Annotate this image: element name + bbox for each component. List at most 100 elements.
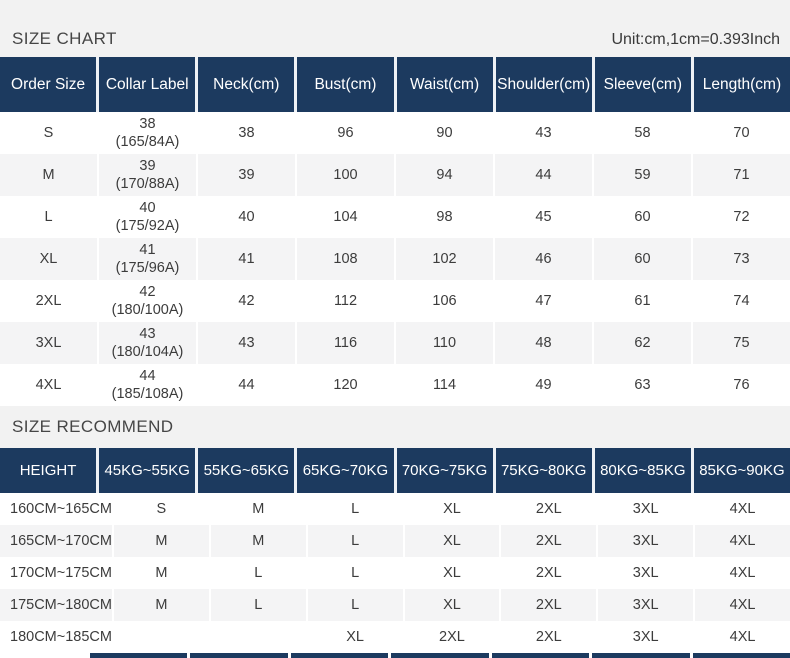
recommended-size-cell: 2XL	[499, 557, 596, 589]
collar-note: (180/104A)	[111, 344, 184, 360]
waist-cell: 106	[394, 280, 493, 322]
waist-cell: 110	[394, 322, 493, 364]
cutoff-header-segment	[692, 653, 790, 658]
waist-cell: 98	[394, 196, 493, 238]
shoulder-cell: 49	[493, 364, 592, 406]
column-header: Shoulder(cm)	[495, 57, 592, 112]
cutoff-header-segment	[592, 653, 690, 658]
length-cell: 71	[691, 154, 790, 196]
sleeve-cell: 62	[592, 322, 691, 364]
waist-cell: 102	[394, 238, 493, 280]
length-cell: 73	[691, 238, 790, 280]
size-chart-table: Order Size Collar Label Neck(cm) Bust(cm) Wa…	[0, 57, 790, 406]
column-header: 45KG~55KG	[99, 448, 196, 493]
collar-number: 43	[139, 326, 156, 342]
order-size-cell: 2XL	[35, 293, 62, 309]
sleeve-cell: 58	[592, 112, 691, 154]
column-header: 80KG~85KG	[594, 448, 691, 493]
sleeve-cell: 61	[592, 280, 691, 322]
column-header: Sleeve(cm)	[594, 57, 691, 112]
column-header: Length(cm)	[693, 57, 790, 112]
bust-cell: 112	[295, 280, 394, 322]
bust-cell: 108	[295, 238, 394, 280]
height-cell: 160CM~165CM	[10, 501, 112, 517]
neck-cell: 39	[196, 154, 295, 196]
shoulder-cell: 43	[493, 112, 592, 154]
recommended-size-cell: 2XL	[499, 621, 596, 653]
shoulder-cell: 46	[493, 238, 592, 280]
cutoff-header-segment	[491, 653, 590, 658]
neck-cell: 38	[196, 112, 295, 154]
bust-cell: 96	[295, 112, 394, 154]
order-size-cell: S	[43, 125, 54, 141]
collar-label-cell: 38 (165/84A)	[97, 112, 196, 154]
recommended-size-cell: L	[305, 557, 403, 589]
collar-label-cell: 43 (180/104A)	[97, 322, 196, 364]
collar-note: (175/92A)	[115, 218, 180, 234]
length-cell: 74	[691, 280, 790, 322]
collar-note: (185/108A)	[111, 386, 184, 402]
table-row: L 40 (175/92A) 40 104 98 45 60 72	[0, 196, 790, 238]
height-cell: 175CM~180CM	[0, 589, 112, 621]
column-header: 85KG~90KG	[693, 448, 790, 493]
collar-note: (165/84A)	[115, 134, 180, 150]
length-cell: 75	[691, 322, 790, 364]
bust-cell: 120	[295, 364, 394, 406]
neck-cell: 42	[196, 280, 295, 322]
recommended-size-cell: 3XL	[596, 589, 694, 621]
order-size-cell: L	[44, 209, 53, 225]
cutoff-header-segment	[391, 653, 489, 658]
collar-note: (175/96A)	[115, 260, 180, 276]
recommended-size-cell: S	[111, 493, 209, 525]
recommended-size-cell: M	[111, 557, 209, 589]
cutoff-table-bar	[0, 653, 790, 658]
size-recommend-header-row: HEIGHT 45KG~55KG 55KG~65KG 65KG~70KG 70KG~75…	[0, 448, 790, 493]
recommended-size-cell	[208, 621, 306, 653]
table-row: 165CM~170CM M M L XL 2XL 3XL 4XL	[0, 525, 790, 557]
column-header: 70KG~75KG	[396, 448, 493, 493]
shoulder-cell: 45	[493, 196, 592, 238]
column-header: Collar Label	[99, 57, 196, 112]
recommended-size-cell: 3XL	[596, 493, 693, 525]
recommended-size-cell: M	[111, 525, 209, 557]
collar-note: (180/100A)	[111, 302, 184, 318]
size-chart-header-row: Order Size Collar Label Neck(cm) Bust(cm) Wa…	[0, 57, 790, 112]
recommended-size-cell: L	[208, 589, 306, 621]
collar-label-cell: 44 (185/108A)	[97, 364, 196, 406]
recommended-size-cell: 2XL	[499, 525, 597, 557]
size-recommend-table: HEIGHT 45KG~55KG 55KG~65KG 65KG~70KG 70KG~75…	[0, 448, 790, 653]
size-chart-title-band: SIZE CHART Unit:cm,1cm=0.393Inch	[0, 0, 790, 57]
cutoff-header-segment	[290, 653, 389, 658]
order-size-cell: 3XL	[0, 322, 97, 364]
column-header: HEIGHT	[0, 448, 97, 493]
table-row: 170CM~175CM M L L XL 2XL 3XL 4XL	[0, 557, 790, 589]
column-header: 75KG~80KG	[495, 448, 592, 493]
cutoff-header-segment	[90, 653, 188, 658]
length-cell: 72	[691, 196, 790, 238]
height-cell: 165CM~170CM	[0, 525, 112, 557]
collar-label-cell: 40 (175/92A)	[97, 196, 196, 238]
bust-cell: 104	[295, 196, 394, 238]
neck-cell: 44	[196, 364, 295, 406]
column-header: Waist(cm)	[396, 57, 493, 112]
recommended-size-cell: XL	[402, 557, 500, 589]
sleeve-cell: 60	[592, 196, 691, 238]
recommended-size-cell: L	[305, 493, 403, 525]
column-header: 65KG~70KG	[297, 448, 394, 493]
recommended-size-cell: XL	[402, 525, 500, 557]
recommended-size-cell: L	[305, 525, 403, 557]
size-recommend-title: SIZE RECOMMEND	[12, 417, 174, 436]
column-header: Neck(cm)	[198, 57, 295, 112]
recommended-size-cell: L	[305, 589, 403, 621]
recommended-size-cell: 2XL	[499, 493, 596, 525]
collar-label-cell: 39 (170/88A)	[97, 154, 196, 196]
order-size-cell: 4XL	[35, 377, 62, 393]
order-size-cell: XL	[0, 238, 97, 280]
recommended-size-cell: 4XL	[693, 525, 790, 557]
shoulder-cell: 44	[493, 154, 592, 196]
recommended-size-cell: 4XL	[693, 621, 790, 653]
recommended-size-cell: 4XL	[693, 557, 790, 589]
recommended-size-cell	[111, 621, 209, 653]
table-row: 3XL 43 (180/104A) 43 116 110 48 62 75	[0, 322, 790, 364]
recommended-size-cell: 2XL	[402, 621, 500, 653]
